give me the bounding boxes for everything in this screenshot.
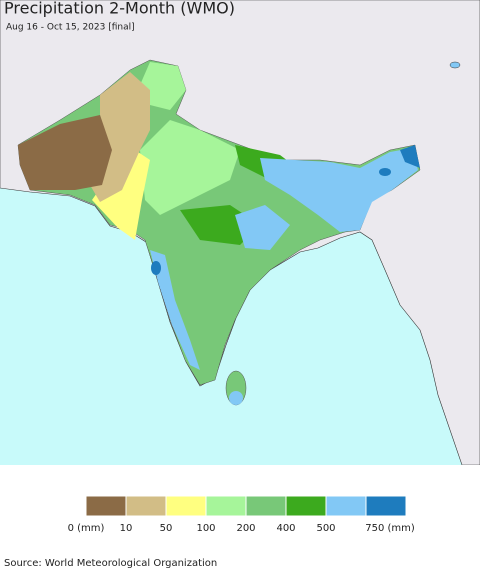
- legend-label: 200: [236, 523, 255, 534]
- region-brown: [18, 115, 112, 190]
- legend-label: 10: [120, 523, 133, 534]
- legend-swatch: [205, 495, 247, 517]
- legend-swatch: [85, 495, 127, 517]
- region-blue: [379, 168, 391, 176]
- region-light-blue: [235, 205, 290, 250]
- legend-background: [0, 465, 480, 571]
- legend-swatch: [325, 495, 367, 517]
- region-light-green: [140, 62, 186, 110]
- source: Source: World Meteorological Organizatio…: [4, 558, 217, 569]
- legend-label: 100: [196, 523, 215, 534]
- subtitle: Aug 16 - Oct 15, 2023 [final]: [6, 23, 135, 33]
- region-blue: [400, 145, 420, 168]
- region-light-blue: [449, 61, 461, 69]
- region-yellow: [92, 150, 150, 240]
- legend-label: 500: [316, 523, 335, 534]
- region-light-blue: [150, 250, 200, 370]
- region-light-green: [140, 120, 240, 215]
- legend-swatch: [365, 495, 407, 517]
- region-light-blue: [260, 148, 418, 232]
- legend-label: 400: [276, 523, 295, 534]
- region-light-blue: [229, 391, 243, 405]
- title: Precipitation 2-Month (WMO): [4, 0, 235, 18]
- legend-label: 0 (mm): [68, 523, 105, 534]
- legend-label: 50: [160, 523, 173, 534]
- legend: 0 (mm) 10 50 100 200 400 500 750 (mm): [68, 495, 415, 534]
- legend-swatch: [285, 495, 327, 517]
- region-blue: [151, 261, 161, 275]
- legend-swatch: [245, 495, 287, 517]
- legend-swatch: [165, 495, 207, 517]
- legend-label: 750 (mm): [365, 523, 415, 534]
- legend-swatch: [125, 495, 167, 517]
